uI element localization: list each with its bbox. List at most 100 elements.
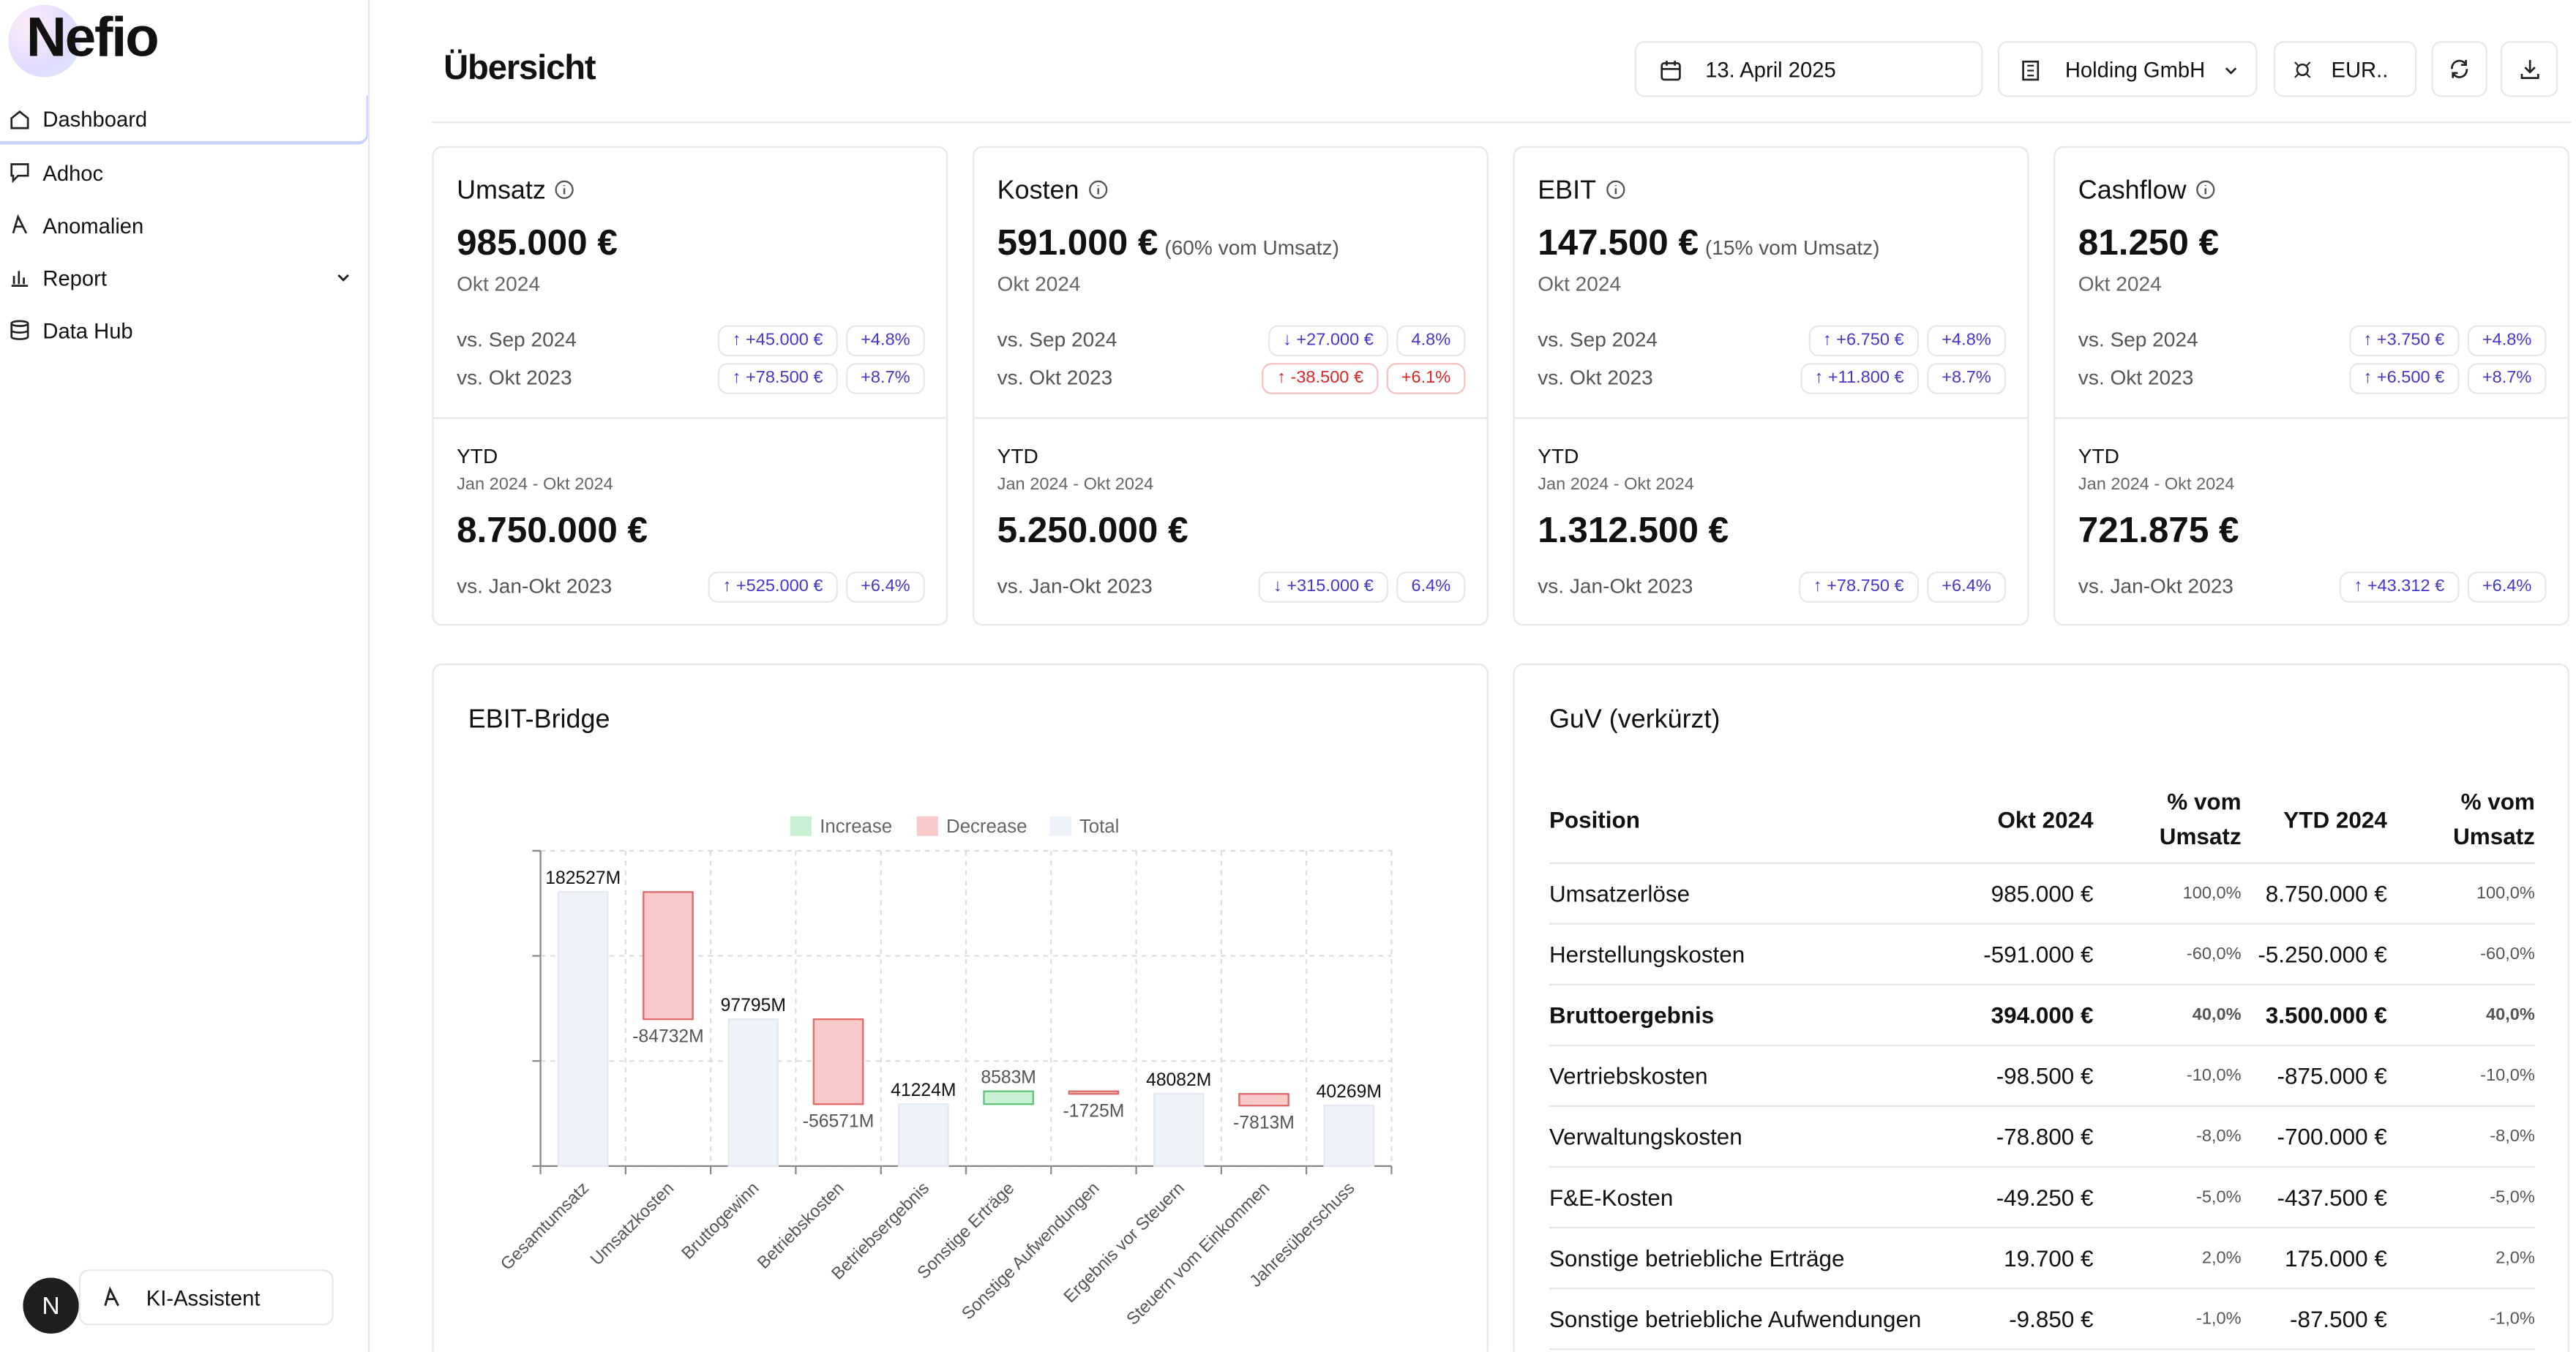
nav-item[interactable]: Adhoc: [0, 148, 368, 197]
column-header: Position: [1549, 776, 1969, 864]
card-divider: [1514, 417, 2028, 419]
kpi-title: EBIT: [1538, 177, 1625, 206]
table-row: Sonstige betriebliche Aufwendungen -9.850…: [1549, 1288, 2535, 1351]
refresh-button[interactable]: [2431, 41, 2487, 97]
percent-pill: +6.4%: [2467, 571, 2547, 602]
nav-item[interactable]: Dashboard: [0, 95, 368, 145]
column-header: % vom Umsatz: [2386, 776, 2535, 864]
table-row: F&E-Kosten -49.250 € -5,0% -437.500 € -5,0%: [1549, 1167, 2535, 1229]
kpi-title-text: Cashflow: [2078, 177, 2187, 206]
kpi-title: Umsatz: [457, 177, 575, 206]
kpi-title-text: EBIT: [1538, 177, 1597, 206]
comparison-row: vs. Jan-Okt 2023 ↓ +315.000 €6.4%: [997, 570, 1466, 603]
comparison-row: vs. Sep 2024 ↑ +6.750 € +4.8%: [1538, 323, 2007, 356]
value-label: -7813M: [1233, 1113, 1295, 1133]
ytd-label: YTD: [2078, 445, 2119, 468]
ytd-label: YTD: [997, 445, 1038, 468]
kpi-value-text: 147.500 €: [1538, 222, 1699, 263]
table-cell: -1,0%: [2093, 1288, 2242, 1351]
table-cell: 100,0%: [2386, 863, 2535, 925]
info-icon: [555, 180, 574, 199]
kpi-title: Kosten: [997, 177, 1109, 206]
icon: [104, 1286, 119, 1307]
value-label: -1725M: [1063, 1102, 1125, 1122]
divider: [432, 121, 2572, 124]
table-row: Herstellungskosten -591.000 € -60,0% -5.250…: [1549, 923, 2535, 985]
table-cell: Umsatzerlöse: [1549, 863, 1969, 925]
table-cell: F&E-Kosten: [1549, 1167, 1969, 1229]
table-cell: -87.500 €: [2241, 1288, 2387, 1351]
ebit-bridge-panel: EBIT-Bridge Increase Decrease Total 182527M…: [432, 663, 1489, 1352]
info-circle: [1088, 180, 1107, 199]
bar: [643, 891, 694, 1021]
kpi-title-text: Kosten: [997, 177, 1079, 206]
kpi-title-text: Umsatz: [457, 177, 546, 206]
x-tick-label: Bruttogewinn: [678, 1178, 763, 1263]
guv-panel: GuV (verkürzt) Position Okt 2024% vom Ums…: [1513, 663, 2570, 1352]
value-label: -56571M: [803, 1112, 874, 1132]
card-divider: [2055, 417, 2568, 419]
nav-label: Dashboard: [42, 105, 148, 131]
delta-pill: ↑ +3.750 €: [2348, 324, 2460, 356]
date-picker[interactable]: 13. April 2025: [1634, 41, 1983, 97]
kpi-value: 591.000 € (60% vom Umsatz): [997, 222, 1339, 264]
info-icon: [2195, 180, 2214, 199]
ytd-value: 5.250.000 €: [997, 508, 1188, 551]
table-cell: -8,0%: [2093, 1105, 2242, 1168]
delta-pill: ↑ +43.312 €: [2339, 571, 2460, 602]
ytd-range: Jan 2024 - Okt 2024: [457, 474, 613, 495]
currency: EUR..: [2331, 56, 2389, 82]
icon-path: [10, 110, 29, 129]
comparison-label: vs. Jan-Okt 2023: [1538, 574, 1693, 598]
percent-pill: +8.7%: [2467, 362, 2547, 394]
kpi-value-text: 985.000 €: [457, 222, 618, 263]
column-header: Okt 2024: [1969, 776, 2094, 864]
comparison-row: vs. Sep 2024 ↑ +3.750 € +4.8%: [2078, 323, 2547, 356]
comparison-row: vs. Jan-Okt 2023 ↑ +43.312 € +6.4%: [2078, 570, 2547, 603]
page-title: Übersicht: [443, 49, 596, 87]
nav-item[interactable]: Report: [0, 253, 368, 302]
table-row: Vertriebskosten -98.500 € -10,0% -875.000 €…: [1549, 1045, 2535, 1108]
table-cell: 8.750.000 €: [2241, 863, 2387, 925]
bar: [812, 1018, 864, 1105]
icon-path: [12, 214, 28, 234]
assistant-button[interactable]: KI-Assistent: [78, 1269, 334, 1326]
table-cell: 2,0%: [2386, 1228, 2535, 1290]
panel-title: EBIT-Bridge: [468, 706, 610, 735]
delta-pill: ↑ +11.800 €: [1800, 362, 1919, 394]
table-cell: 985.000 €: [1969, 863, 2094, 925]
currency-select[interactable]: EUR..: [2273, 41, 2417, 97]
table-cell: -700.000 €: [2241, 1105, 2387, 1168]
kpi-period: Okt 2024: [2078, 272, 2162, 296]
kpi-value: 147.500 € (15% vom Umsatz): [1538, 222, 1879, 264]
nav-item[interactable]: Anomalien: [0, 200, 368, 249]
info-circle: [2195, 180, 2214, 199]
kpi-note: (60% vom Umsatz): [1164, 236, 1339, 260]
chart: Increase Decrease Total 182527M Gesamtumsatz…: [497, 816, 1393, 1329]
card-divider: [433, 417, 947, 419]
value-label: 40269M: [1317, 1082, 1382, 1102]
comparison-label: vs. Sep 2024: [457, 328, 577, 352]
card-divider: [974, 417, 1487, 419]
value-label: 97795M: [721, 996, 786, 1015]
date: 13. April 2025: [1705, 56, 1836, 82]
kpi-title: Cashflow: [2078, 177, 2216, 206]
icon: [10, 320, 29, 340]
nav-label: Adhoc: [42, 159, 104, 185]
avatar[interactable]: N: [23, 1277, 79, 1334]
download-button[interactable]: [2500, 41, 2558, 97]
entity-select[interactable]: Holding GmbH: [1997, 41, 2258, 97]
table-cell: -875.000 €: [2241, 1045, 2387, 1108]
percent-pill: +8.7%: [1927, 362, 2007, 394]
table-cell: -5,0%: [2093, 1167, 2242, 1229]
table-cell: Sonstige betriebliche Aufwendungen: [1549, 1288, 1969, 1351]
value-label: 48082M: [1146, 1070, 1211, 1090]
legend-label: Increase: [820, 816, 892, 837]
delta-pill: ↑ +78.500 €: [717, 362, 838, 394]
comparison-label: vs. Sep 2024: [1538, 328, 1658, 352]
nav-item[interactable]: Data Hub: [0, 306, 368, 355]
table-cell: -10,0%: [2386, 1045, 2535, 1108]
delta-pill: ↓ +315.000 €: [1258, 571, 1389, 602]
